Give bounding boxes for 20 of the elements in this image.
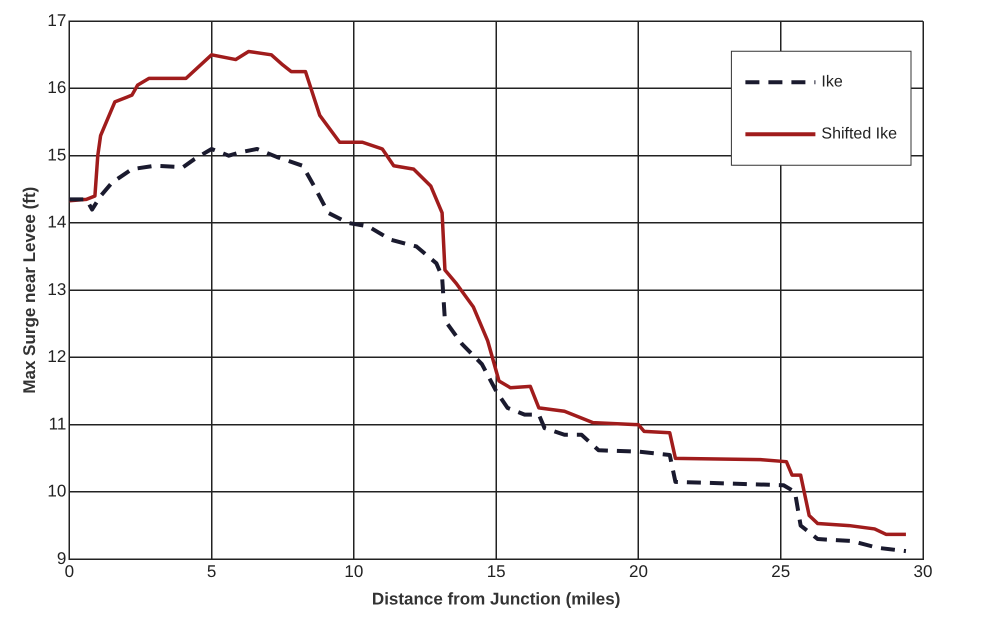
y-tick-label: 10 [47, 482, 66, 501]
legend-label: Ike [821, 74, 843, 91]
x-tick-label: 25 [771, 562, 790, 582]
y-tick-label: 13 [47, 280, 66, 299]
y-tick-label: 17 [47, 10, 66, 30]
y-tick-label: 12 [47, 347, 66, 366]
x-tick-label: 20 [628, 562, 648, 582]
x-tick-label: 5 [206, 562, 216, 582]
y-tick-label: 16 [47, 78, 66, 98]
y-tick-label: 15 [47, 145, 66, 164]
x-tick-label: 0 [64, 562, 74, 582]
y-axis-title: Max Surge near Levee (ft) [20, 186, 39, 394]
y-tick-label: 9 [56, 548, 66, 568]
y-tick-label: 11 [48, 414, 66, 434]
legend-label: Shifted Ike [821, 126, 898, 143]
x-tick-label: 15 [486, 562, 506, 582]
y-tick-label: 14 [47, 212, 66, 232]
x-tick-label: 30 [914, 562, 932, 582]
x-axis-title: Distance from Junction (miles) [372, 589, 620, 608]
x-tick-label: 10 [344, 562, 364, 582]
